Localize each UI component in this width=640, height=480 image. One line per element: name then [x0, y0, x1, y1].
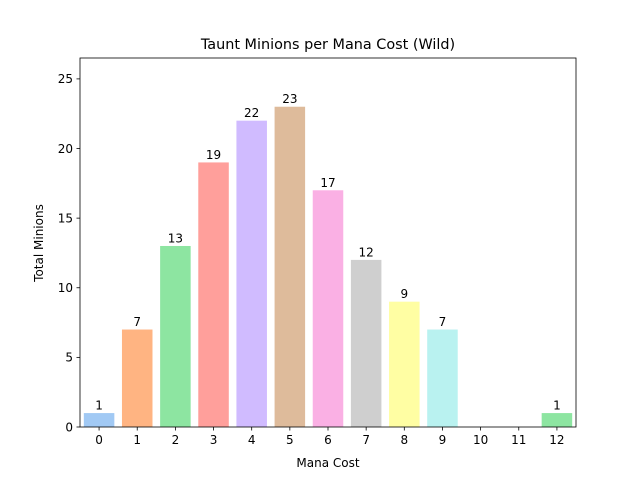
x-tick-label: 4	[248, 433, 256, 447]
data-label: 9	[400, 287, 408, 301]
bar	[198, 162, 229, 427]
data-label: 1	[553, 399, 561, 413]
data-label: 23	[282, 92, 297, 106]
y-tick-label: 0	[65, 420, 73, 434]
bar	[83, 413, 115, 427]
x-tick-label: 9	[439, 433, 447, 447]
y-tick-label: 15	[58, 211, 73, 225]
x-axis-label: Mana Cost	[296, 456, 359, 470]
bar	[312, 190, 344, 427]
x-tick-label: 2	[172, 433, 180, 447]
x-tick-label: 3	[210, 433, 218, 447]
x-tick-label: 12	[549, 433, 564, 447]
bar	[160, 245, 191, 427]
bar	[236, 120, 267, 428]
bar	[427, 329, 458, 427]
x-tick-label: 11	[511, 433, 526, 447]
bar	[350, 259, 382, 427]
y-tick-label: 20	[58, 142, 73, 156]
x-tick-label: 6	[324, 433, 332, 447]
bar	[389, 301, 420, 427]
bar	[121, 329, 153, 427]
x-tick-label: 7	[362, 433, 370, 447]
x-tick-label: 5	[286, 433, 294, 447]
x-tick-label: 0	[95, 433, 103, 447]
data-label: 1	[95, 399, 103, 413]
y-tick-label: 10	[58, 281, 73, 295]
x-tick-label: 1	[133, 433, 141, 447]
data-label: 7	[133, 315, 141, 329]
data-label: 12	[359, 245, 374, 259]
x-tick-label: 8	[400, 433, 408, 447]
bar	[541, 413, 573, 427]
data-label: 19	[206, 148, 221, 162]
y-axis-label: Total Minions	[32, 204, 46, 283]
data-label: 7	[439, 315, 447, 329]
bar	[274, 106, 306, 428]
data-label: 17	[320, 176, 335, 190]
data-label: 22	[244, 106, 259, 120]
y-tick-label: 25	[58, 72, 73, 86]
y-tick-label: 5	[65, 351, 73, 365]
x-tick-label: 10	[473, 433, 488, 447]
chart-title: Taunt Minions per Mana Cost (Wild)	[200, 37, 455, 53]
data-label: 13	[168, 231, 183, 245]
